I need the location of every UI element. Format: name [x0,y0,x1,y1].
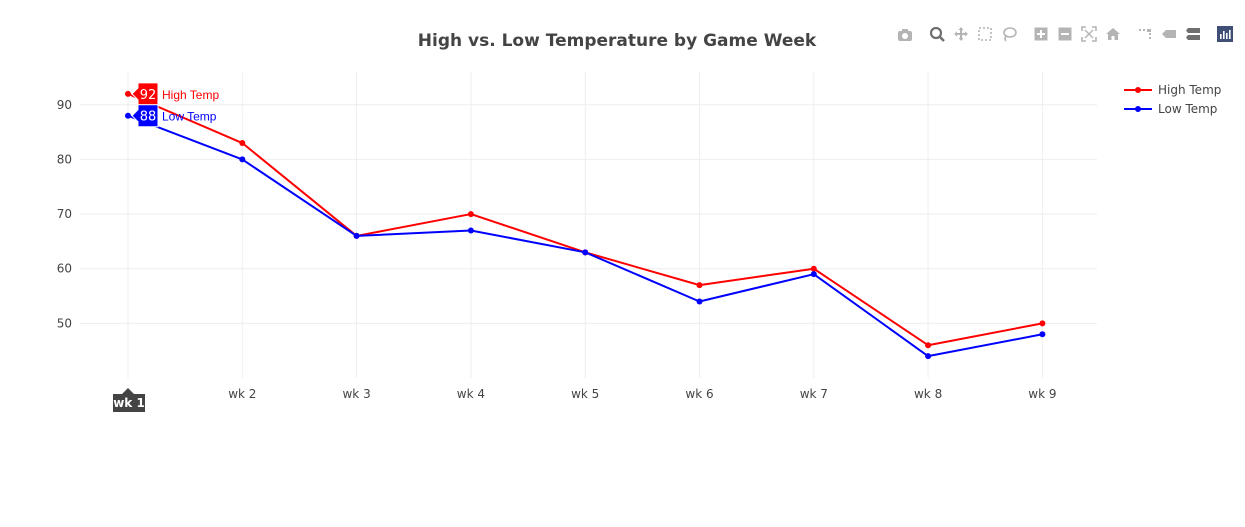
x-tick-label: wk 7 [800,387,828,401]
hover-label: 88 Low Temp [131,104,217,128]
camera-icon[interactable] [893,24,917,44]
data-point[interactable] [810,265,817,272]
x-tick-label: wk 2 [228,387,256,401]
hover-label-box [131,82,159,106]
hover-label-name: Low Temp [162,110,217,124]
hover-label-value: 88 [140,110,157,125]
reset-axes-icon[interactable] [1101,24,1125,44]
hover-x-label-text: wk 1 [113,396,145,410]
zoom-out-icon[interactable] [1053,24,1077,44]
x-tick-label: wk 8 [914,387,942,401]
y-tick-label: 80 [57,152,72,166]
data-point[interactable] [467,211,474,218]
hover-label: 92 High Temp [131,82,219,106]
hover-x-label-box [113,388,145,412]
y-tick-label: 60 [57,262,72,276]
grid-layer [80,72,1097,378]
hover-label-box [131,104,159,128]
hover-label-value: 92 [140,88,157,103]
hover-x-label: wk 1 [113,388,145,412]
data-point[interactable] [353,232,360,239]
hover-closest-icon[interactable] [1157,24,1181,44]
y-tick-label: 70 [57,207,72,221]
data-point[interactable] [467,227,474,234]
data-point[interactable] [696,298,703,305]
series-layer [125,90,1046,360]
pan-icon[interactable] [949,24,973,44]
legend-label[interactable]: High Temp [1158,83,1221,97]
data-point[interactable] [239,140,246,147]
legend[interactable]: High Temp Low Temp [1124,83,1221,116]
y-tick-label: 50 [57,316,72,330]
data-point[interactable] [125,90,131,97]
zoom-in-icon[interactable] [1029,24,1053,44]
data-point[interactable] [582,249,589,256]
data-point[interactable] [1039,331,1046,338]
spike-lines-icon[interactable] [1133,24,1157,44]
hover-label-name: High Temp [162,88,219,102]
data-point[interactable] [810,271,817,278]
data-point[interactable] [925,342,932,349]
legend-swatch-marker[interactable] [1135,87,1141,93]
hover-layer: 92 High Temp 88 Low Temp wk 1 [113,82,219,412]
legend-label[interactable]: Low Temp [1158,102,1217,116]
chart-title: High vs. Low Temperature by Game Week [418,31,817,51]
autoscale-icon[interactable] [1077,24,1101,44]
x-tick-label: wk 9 [1028,387,1056,401]
x-tick-label: wk 5 [571,387,599,401]
x-tick-label: wk 6 [685,387,713,401]
lasso-icon[interactable] [997,24,1021,44]
x-tick-label: wk 3 [342,387,370,401]
tick-layer: 50 60 70 80 90 wk 2 wk 3 wk 4 wk 5 wk 6 wk 7 wk 8 wk… [57,98,1057,401]
plotly-logo-icon[interactable] [1213,24,1237,44]
box-select-icon[interactable] [973,24,997,44]
x-tick-label: wk 4 [457,387,485,401]
legend-swatch-marker[interactable] [1135,106,1141,112]
modebar [893,24,1237,44]
data-point[interactable] [1039,320,1046,327]
data-point[interactable] [239,156,246,163]
hover-compare-icon[interactable] [1181,24,1205,44]
data-point[interactable] [925,353,932,360]
zoom-icon[interactable] [925,24,949,44]
data-point[interactable] [125,112,131,119]
data-point[interactable] [696,282,703,289]
y-tick-label: 90 [57,98,72,112]
